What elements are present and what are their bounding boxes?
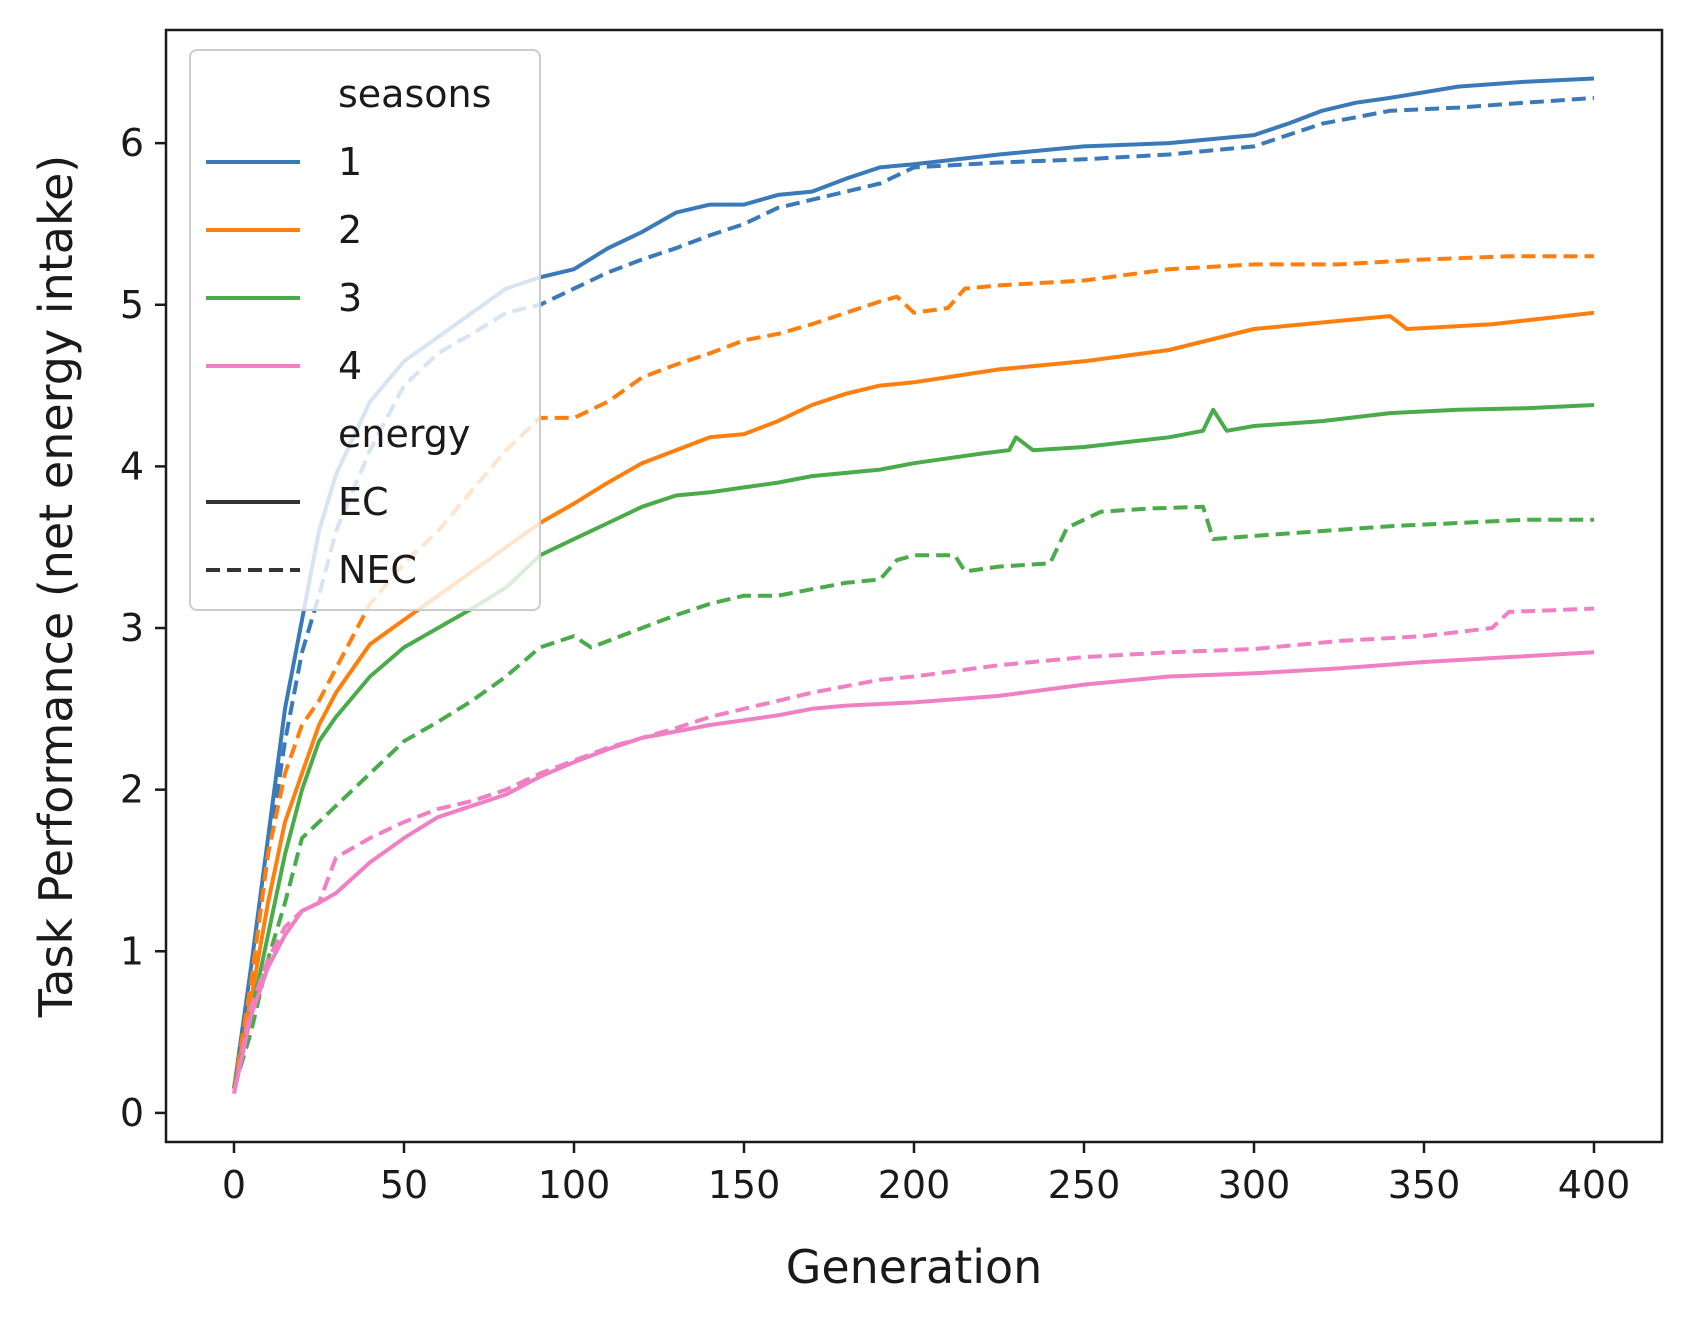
legend-group-title: seasons	[338, 72, 491, 116]
legend-box	[189, 49, 541, 611]
y-axis-label: Task Performance (net energy intake)	[29, 155, 83, 1018]
y-tick-label: 1	[120, 929, 144, 973]
legend-entry-seasons-2-label: 2	[338, 208, 362, 252]
series-line-seasons-4-nec	[232, 606, 1595, 1094]
x-tick-label: 150	[708, 1163, 781, 1207]
legend-group-title: energy	[338, 412, 470, 456]
x-tick-label: 200	[878, 1163, 951, 1207]
legend-entry-energy-ec-label: EC	[338, 480, 389, 524]
series-line-seasons-2-ec	[232, 310, 1595, 1090]
y-tick-label: 2	[120, 768, 144, 812]
y-tick-label: 0	[120, 1091, 144, 1135]
x-tick-label: 0	[222, 1163, 246, 1207]
x-tick-label: 50	[380, 1163, 428, 1207]
x-tick-label: 250	[1048, 1163, 1121, 1207]
legend-entry-energy-nec-label: NEC	[338, 548, 417, 592]
x-tick-label: 100	[538, 1163, 611, 1207]
y-tick-label: 6	[120, 121, 144, 165]
legend-entry-seasons-1-label: 1	[338, 140, 362, 184]
legend: seasons 1 2 3 4 energy EC NEC	[189, 49, 541, 611]
axis-ticks: 0 50 100 150 200 250 300 350 400 0 1 2 3 4 5 6	[120, 121, 1630, 1207]
x-tick-label: 400	[1558, 1163, 1631, 1207]
series-line-seasons-3-ec	[232, 403, 1595, 1090]
x-axis-label: Generation	[786, 1240, 1043, 1294]
x-tick-label: 300	[1218, 1163, 1291, 1207]
legend-entry-seasons-3-label: 3	[338, 276, 362, 320]
x-tick-label: 350	[1388, 1163, 1461, 1207]
series-line-seasons-3-nec	[232, 504, 1594, 1090]
y-tick-label: 3	[120, 606, 144, 650]
series-line-seasons-2-nec	[232, 254, 1594, 1090]
y-tick-label: 5	[120, 283, 144, 327]
y-tick-label: 4	[120, 444, 144, 488]
series-line-seasons-1-nec	[232, 95, 1595, 1089]
legend-entry-seasons-4-label: 4	[338, 344, 362, 388]
